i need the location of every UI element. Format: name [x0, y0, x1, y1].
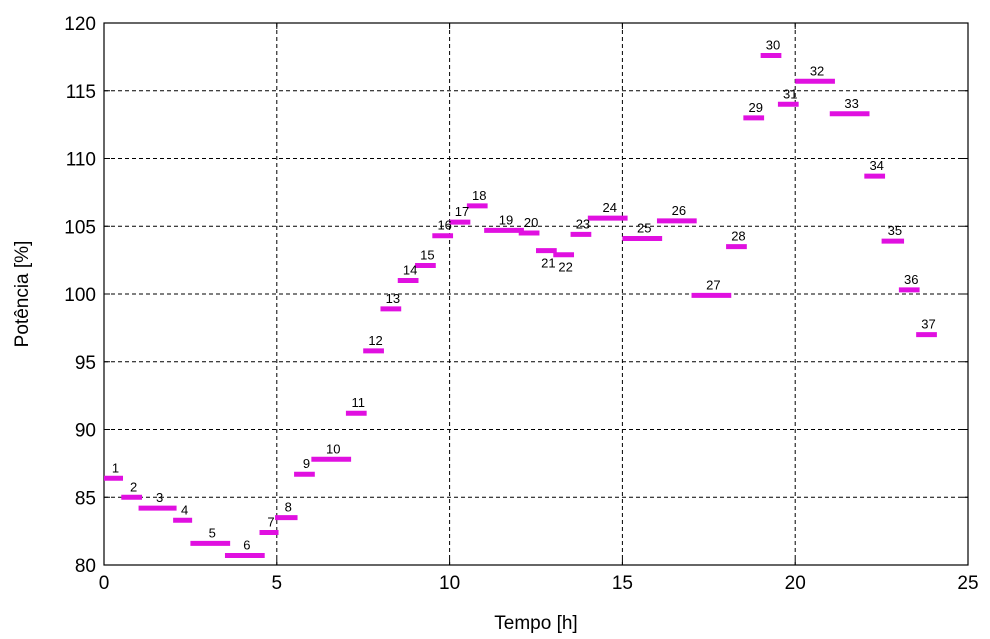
segment-label-1: 1: [112, 460, 119, 475]
segment-label-28: 28: [731, 229, 745, 244]
x-tick-label: 15: [612, 573, 633, 594]
segment-label-19: 19: [499, 212, 513, 227]
segment-label-24: 24: [602, 200, 616, 215]
segment-label-26: 26: [672, 203, 686, 218]
segment-label-25: 25: [637, 220, 651, 235]
segment-label-4: 4: [181, 502, 188, 517]
segment-label-30: 30: [766, 38, 780, 53]
x-axis-label: Tempo [h]: [494, 613, 577, 634]
segment-label-27: 27: [706, 277, 720, 292]
segment-label-14: 14: [403, 262, 417, 277]
segment-label-31: 31: [783, 86, 797, 101]
segment-label-17: 17: [455, 204, 469, 219]
segment-label-2: 2: [130, 479, 137, 494]
segment-label-10: 10: [326, 441, 340, 456]
y-tick-label: 90: [75, 421, 96, 442]
y-tick-label: 80: [75, 556, 96, 577]
segment-label-35: 35: [888, 223, 902, 238]
segment-label-29: 29: [748, 100, 762, 115]
data-segments: [104, 53, 937, 559]
segment-label-23: 23: [576, 216, 590, 231]
segment-label-11: 11: [352, 395, 366, 410]
segment-label-6: 6: [243, 538, 250, 553]
segment-label-22: 22: [558, 260, 572, 275]
x-tick-label: 5: [272, 573, 283, 594]
x-tick-label: 0: [99, 573, 110, 594]
grid: [104, 23, 968, 565]
y-axis-label: Potência [%]: [12, 241, 33, 348]
segment-label-15: 15: [420, 248, 434, 263]
segment-label-37: 37: [921, 317, 935, 332]
segment-label-18: 18: [472, 188, 486, 203]
segment-label-16: 16: [437, 218, 451, 233]
x-tick-label: 10: [439, 573, 460, 594]
y-tick-label: 105: [64, 217, 96, 238]
y-tick-label: 110: [66, 150, 96, 171]
segment-label-32: 32: [810, 63, 824, 78]
segment-label-9: 9: [303, 456, 310, 471]
segment-label-20: 20: [524, 215, 538, 230]
segment-label-3: 3: [156, 490, 163, 505]
x-tick-label: 20: [785, 573, 806, 594]
segment-label-12: 12: [368, 333, 382, 348]
segment-label-21: 21: [541, 256, 555, 271]
segment-label-36: 36: [904, 272, 918, 287]
segment-label-5: 5: [209, 525, 216, 540]
y-tick-label: 120: [64, 14, 96, 35]
y-tick-label: 115: [66, 82, 96, 103]
segment-label-13: 13: [386, 291, 400, 306]
x-tick-label: 25: [957, 573, 978, 594]
y-tick-label: 100: [64, 285, 96, 306]
segment-label-8: 8: [285, 500, 292, 515]
y-tick-label: 85: [75, 488, 96, 509]
segment-label-7: 7: [267, 514, 274, 529]
y-tick-label: 95: [75, 353, 96, 374]
segment-label-34: 34: [869, 158, 883, 173]
segment-label-33: 33: [844, 96, 858, 111]
